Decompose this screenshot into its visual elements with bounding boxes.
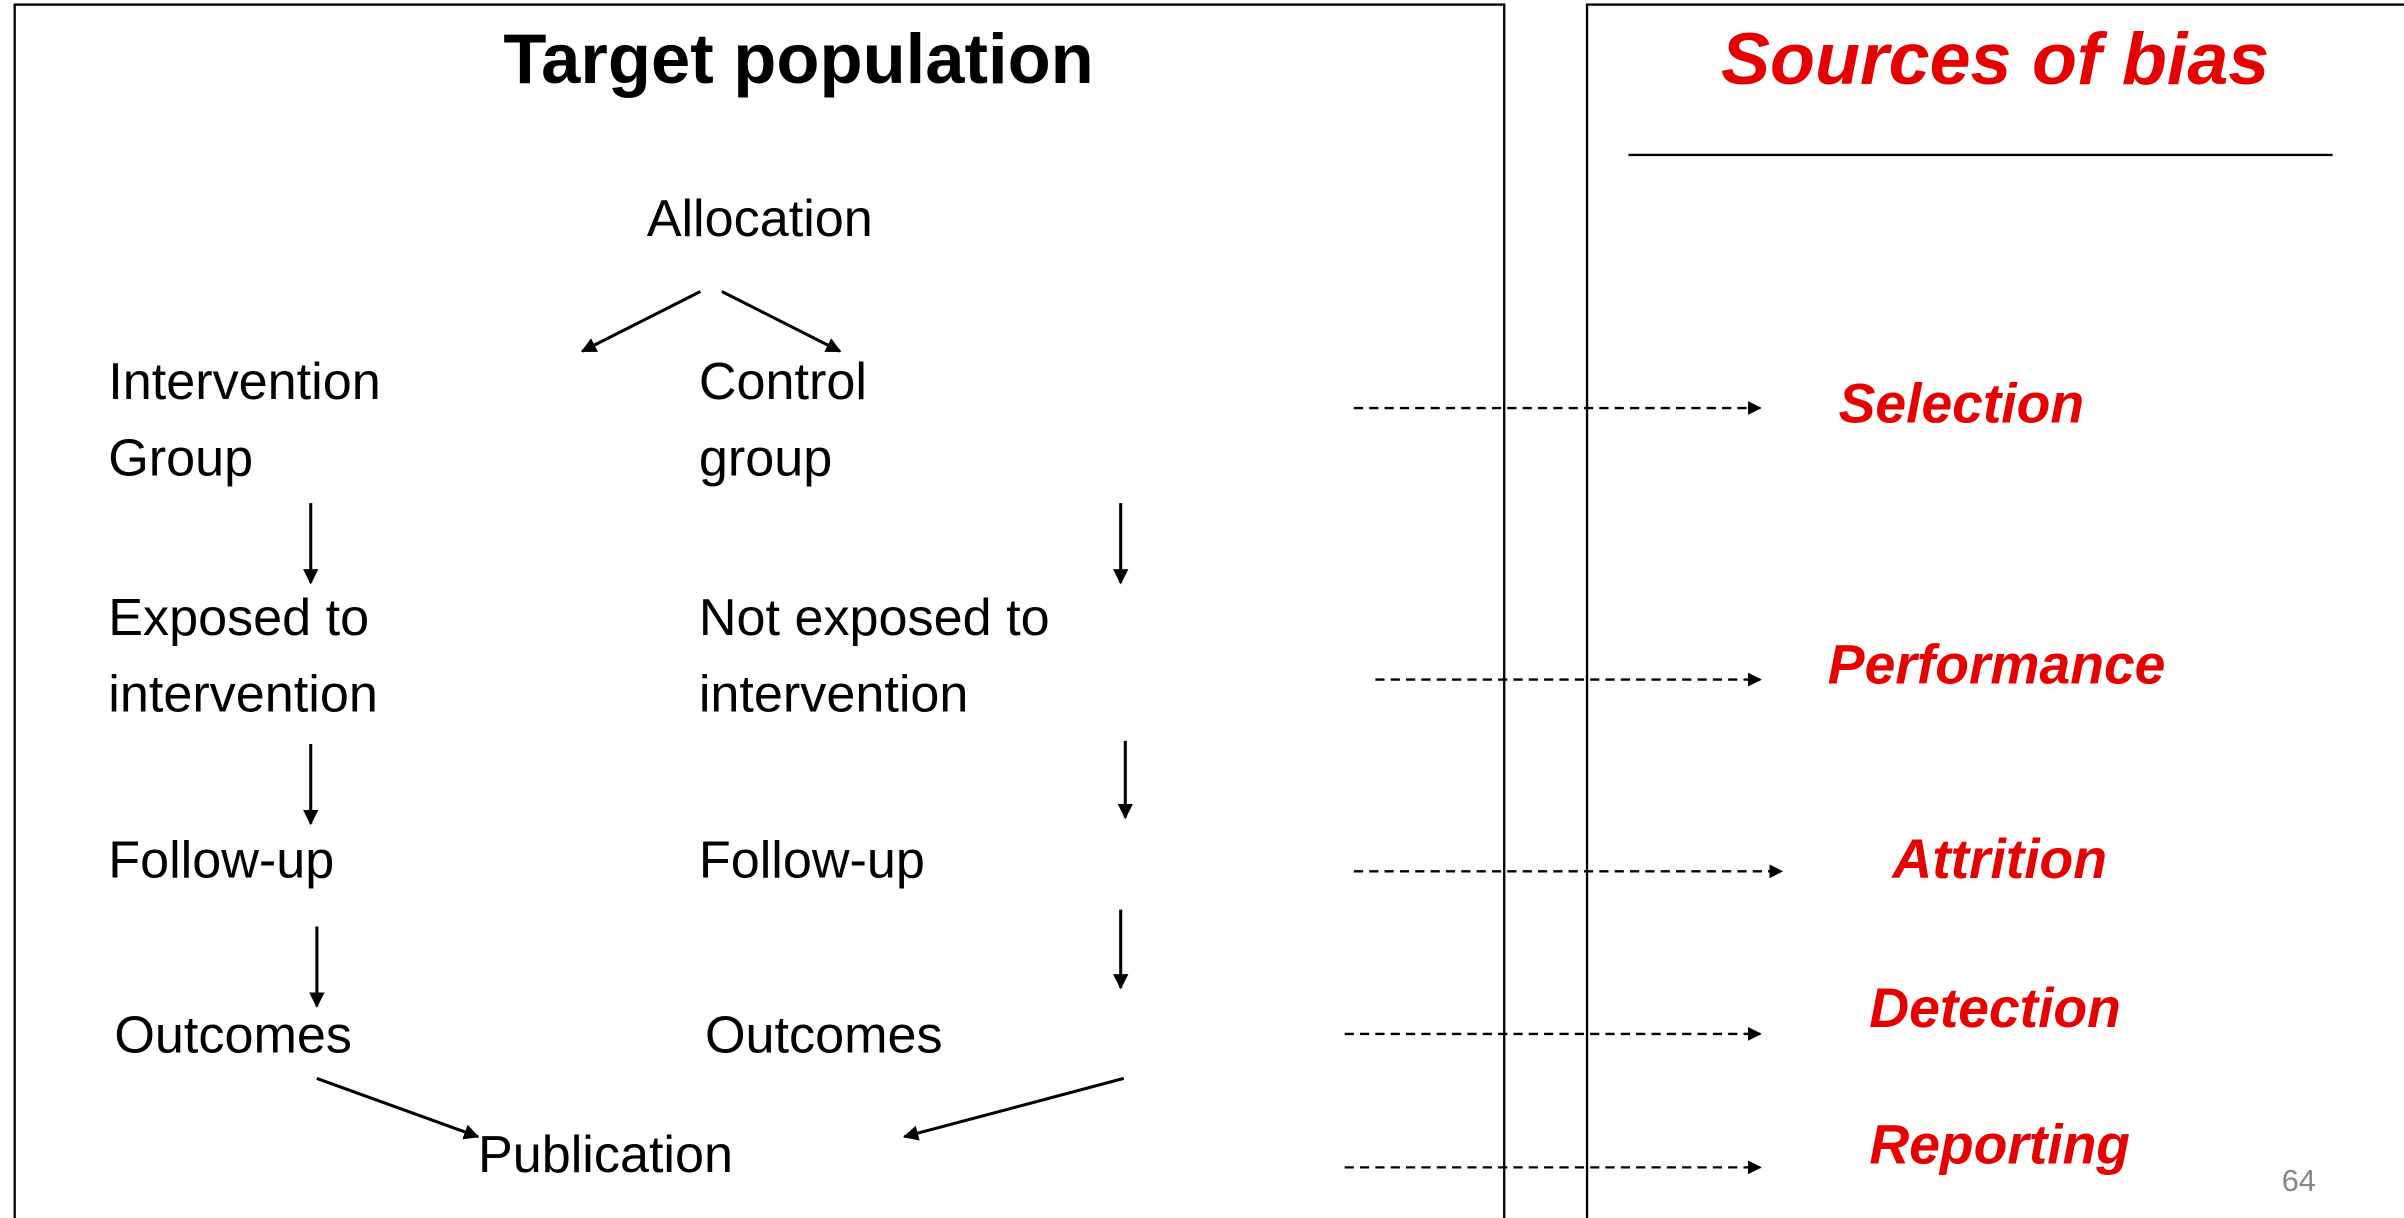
arrow: [580, 290, 702, 353]
flow-arrows: [303, 290, 1784, 1175]
node-label: Control: [699, 353, 867, 411]
node-label: Follow-up: [699, 831, 925, 889]
node-label: Follow-up: [108, 831, 334, 889]
page-number: 64: [2282, 1163, 2316, 1198]
bias-label: Attrition: [1890, 828, 2107, 890]
node-label: intervention: [699, 666, 969, 724]
node-label: Allocation: [647, 190, 873, 248]
bias-label: Detection: [1869, 977, 2121, 1039]
right-panel: [1585, 3, 2404, 1218]
node-label: Publication: [478, 1126, 733, 1184]
bias-label: Selection: [1839, 373, 2085, 435]
bias-label: Performance: [1828, 633, 2166, 695]
bias-label: Reporting: [1869, 1114, 2130, 1176]
node-label: Exposed to: [108, 589, 369, 647]
arrow: [902, 1076, 1125, 1141]
left-title: Target population: [503, 19, 1093, 98]
arrow: [721, 290, 842, 353]
node-label: Outcomes: [705, 1006, 943, 1064]
node-label: Intervention: [108, 353, 380, 411]
node-label: Outcomes: [114, 1006, 352, 1064]
left-panel: [13, 3, 1506, 1218]
right-title: Sources of bias: [1721, 17, 2269, 100]
node-label: group: [699, 430, 832, 488]
arrow: [316, 1076, 480, 1140]
node-label: Group: [108, 430, 253, 488]
node-label: intervention: [108, 666, 378, 724]
node-label: Not exposed to: [699, 589, 1050, 647]
